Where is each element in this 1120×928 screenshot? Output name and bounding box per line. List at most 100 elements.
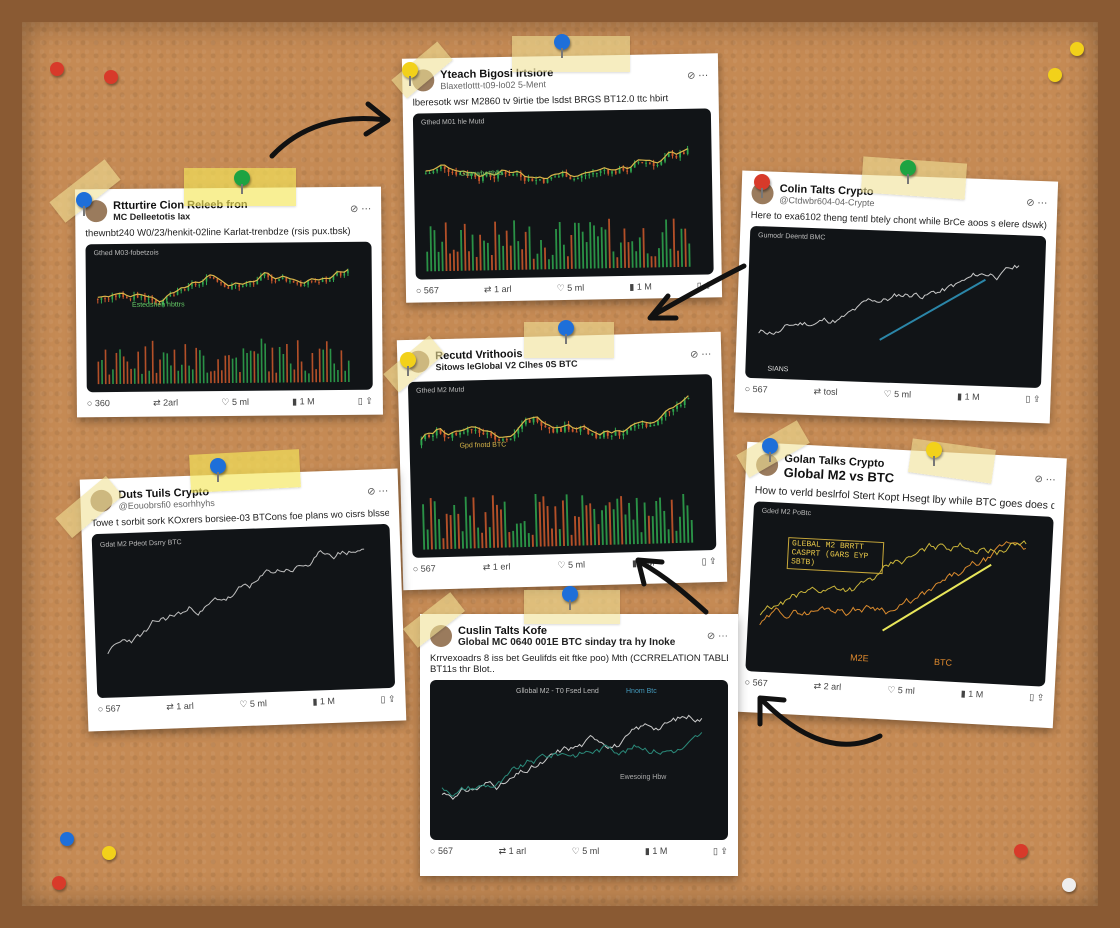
more-icon[interactable]: ⊘ ⋯ bbox=[706, 630, 728, 642]
retweet-count[interactable]: ⇄ 2arl bbox=[153, 397, 179, 408]
candle-body bbox=[494, 435, 497, 440]
volume-bar bbox=[604, 505, 608, 545]
chart-image: Gllobal M2 - T0 Fsed Lend Hnom Btc Eweso… bbox=[430, 680, 728, 840]
volume-bar bbox=[231, 358, 234, 383]
reply-count[interactable]: ○ 567 bbox=[412, 563, 436, 574]
retweet-count[interactable]: ⇄ 1 arl bbox=[498, 846, 527, 856]
volume-bar bbox=[483, 240, 486, 271]
candle-body bbox=[242, 285, 244, 287]
volume-bar bbox=[523, 521, 527, 548]
retweet-count[interactable]: ⇄ 1 erl bbox=[482, 561, 511, 573]
candle-body bbox=[343, 273, 346, 276]
volume-bar bbox=[249, 350, 252, 383]
volume-bar bbox=[538, 501, 542, 547]
volume-bar bbox=[616, 257, 619, 269]
reply-count[interactable]: ○ 567 bbox=[415, 285, 439, 296]
volume-bar bbox=[457, 513, 461, 549]
more-icon[interactable]: ⊘ ⋯ bbox=[689, 348, 712, 361]
candle-body bbox=[296, 282, 299, 284]
candle-body bbox=[292, 280, 295, 283]
volume-bar bbox=[224, 355, 227, 384]
retweet-count[interactable]: ⇄ 2 arl bbox=[813, 680, 842, 693]
candle-body bbox=[451, 432, 454, 438]
more-icon[interactable]: ⊘ ⋯ bbox=[366, 485, 389, 498]
volume-bar bbox=[159, 359, 162, 384]
volume-bar bbox=[643, 502, 647, 544]
more-icon[interactable]: ⊘ ⋯ bbox=[686, 69, 709, 82]
reply-count[interactable]: ○ 567 bbox=[97, 703, 121, 715]
reply-count[interactable]: ○ 567 bbox=[430, 846, 453, 856]
retweet-count[interactable]: ⇄ 1 arl bbox=[166, 700, 194, 712]
volume-bar bbox=[449, 515, 453, 549]
tweet-card[interactable]: Recutd Vrithoois Sitows leGlobal V2 Clhe… bbox=[396, 331, 728, 591]
candle-body bbox=[575, 431, 578, 433]
bookmark-icon[interactable]: ▯ ⇪ bbox=[696, 280, 712, 291]
candle-body bbox=[474, 174, 477, 178]
candle-body bbox=[485, 175, 488, 177]
volume-bar bbox=[97, 361, 100, 385]
volume-bar bbox=[651, 516, 655, 544]
bookmark-icon[interactable]: ▯ ⇪ bbox=[357, 395, 373, 406]
volume-bar bbox=[677, 250, 680, 268]
more-icon[interactable]: ⊘ ⋯ bbox=[349, 203, 372, 215]
like-count[interactable]: ♡ 5 ml bbox=[556, 282, 585, 294]
volume-bar bbox=[638, 237, 642, 268]
candle-body bbox=[118, 293, 121, 298]
tweet-card[interactable]: Rtturtire Cion Releeb fron MC Delleetoti… bbox=[75, 186, 383, 418]
candle-body bbox=[162, 300, 164, 306]
candle-body bbox=[648, 162, 651, 164]
like-count[interactable]: ♡ 5 ml bbox=[239, 698, 268, 710]
volume-bar bbox=[228, 355, 230, 384]
volume-bar bbox=[173, 349, 176, 384]
volume-bar bbox=[561, 500, 565, 547]
volume-bar bbox=[682, 494, 686, 543]
volume-bar bbox=[654, 256, 657, 268]
bookmark-icon[interactable]: ▯ ⇪ bbox=[1025, 393, 1041, 405]
tweet-card[interactable]: Cuslin Talts Kofe Global MC 0640 001E BT… bbox=[420, 614, 738, 876]
retweet-count[interactable]: ⇄ 1 arl bbox=[483, 283, 512, 295]
candle-body bbox=[216, 278, 219, 282]
volume-bar bbox=[498, 234, 501, 271]
volume-bar bbox=[646, 253, 649, 268]
reply-count[interactable]: ○ 567 bbox=[744, 383, 768, 395]
volume-bar bbox=[647, 515, 651, 544]
more-icon[interactable]: ⊘ ⋯ bbox=[1026, 196, 1048, 209]
reply-count[interactable]: ○ 360 bbox=[86, 398, 110, 409]
candle-body bbox=[470, 429, 473, 431]
reply-count[interactable]: ○ 567 bbox=[744, 677, 768, 689]
more-icon[interactable]: ⊘ ⋯ bbox=[1034, 473, 1056, 486]
candle-body bbox=[336, 272, 338, 276]
candle-body bbox=[675, 155, 678, 158]
candle-body bbox=[664, 156, 666, 162]
retweet-count[interactable]: ⇄ tosl bbox=[813, 386, 838, 398]
candle-body bbox=[637, 162, 640, 164]
bookmark-icon[interactable]: ▯ ⇪ bbox=[380, 693, 396, 705]
like-count[interactable]: ♡ 5 ml bbox=[886, 684, 916, 696]
candle-body bbox=[318, 282, 320, 284]
volume-bar bbox=[449, 253, 452, 271]
like-count[interactable]: ♡ 5 ml bbox=[571, 846, 600, 856]
tweet-card[interactable]: Colin Talts Crypto @Ctdwbr604-04-Crypte … bbox=[733, 170, 1059, 424]
volume-bar bbox=[608, 218, 611, 269]
volume-bar bbox=[604, 229, 607, 269]
trend-arrow bbox=[879, 278, 986, 341]
like-count[interactable]: ♡ 5 ml bbox=[557, 559, 586, 571]
post-text: Krrvexoadrs 8 iss bet Geulifds eit ftke … bbox=[430, 653, 728, 664]
candle-body bbox=[563, 425, 566, 432]
volume-bar bbox=[521, 249, 524, 270]
candle-body bbox=[249, 283, 251, 285]
like-count[interactable]: ♡ 5 ml bbox=[883, 388, 912, 400]
volume-bar bbox=[271, 347, 274, 383]
bookmark-icon[interactable]: ▯ ⇪ bbox=[701, 555, 717, 567]
candle-body bbox=[140, 296, 143, 298]
candle-body bbox=[100, 298, 103, 301]
tweet-card[interactable]: Golan Talks Crypto Global M2 vs BTC ⊘ ⋯ … bbox=[733, 441, 1067, 729]
like-count[interactable]: ♡ 5 ml bbox=[221, 396, 249, 408]
bookmark-icon[interactable]: ▯ ⇪ bbox=[712, 846, 728, 856]
volume-bar bbox=[296, 340, 299, 383]
tweet-card[interactable]: Duts Tuils Crypto @Eouobrsfi0 esorhhyhs … bbox=[79, 468, 407, 732]
tweet-card[interactable]: Yteach Bigosi lrtsiore Blaxetlottt-t09-l… bbox=[401, 53, 723, 303]
volume-bar bbox=[555, 229, 558, 270]
bookmark-icon[interactable]: ▯ ⇪ bbox=[1029, 691, 1045, 703]
volume-bar bbox=[144, 346, 147, 384]
